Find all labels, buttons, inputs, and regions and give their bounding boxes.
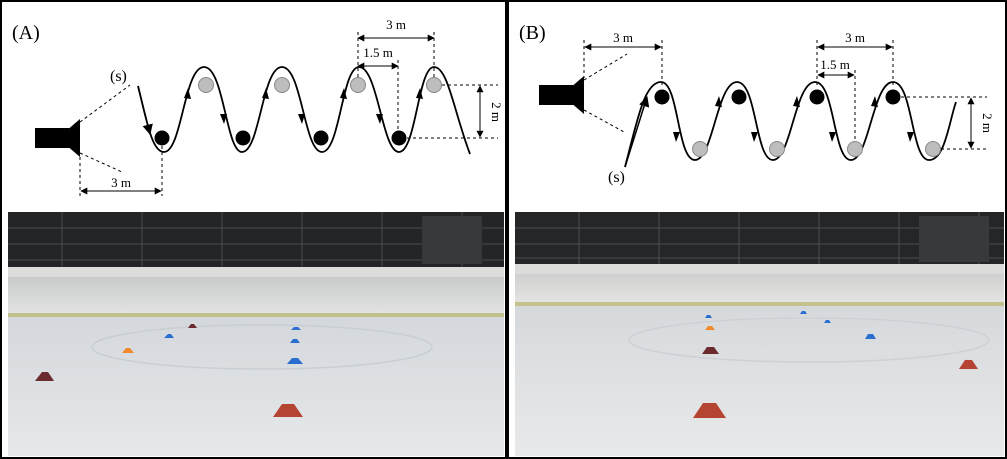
dim-2m-b: 2 m: [980, 113, 995, 133]
rink-photo-b: [515, 212, 1004, 456]
panel-b: (B) 3 m (s): [507, 0, 1007, 459]
slalom-path-a: [137, 66, 471, 155]
rink-photo-a: [8, 212, 504, 456]
panel-a-label: (A): [12, 22, 40, 44]
cones-a: [154, 77, 442, 146]
start-label-b: (s): [608, 169, 625, 186]
cone-black: [885, 89, 901, 105]
dimension-2m-b: [901, 96, 987, 150]
dim-top-3m-b: 3 m: [845, 30, 865, 45]
start-label-a: (s): [110, 68, 127, 85]
slalom-path-b: [624, 81, 957, 168]
panel-a-figure: (A) (s): [8, 17, 504, 456]
panel-a: (A) (s): [0, 0, 507, 459]
cone-black: [731, 89, 747, 105]
camera-icon: [539, 76, 584, 114]
cone-gray: [350, 77, 366, 93]
cone-gray: [847, 141, 863, 157]
dimension-2m-a: [407, 84, 498, 139]
cone-gray: [198, 77, 214, 93]
cone-gray: [426, 77, 442, 93]
cones-b: [654, 89, 941, 157]
cone-black: [391, 130, 407, 146]
cone-gray: [925, 141, 941, 157]
camera-icon: [35, 119, 80, 157]
dim-top-3m-a: 3 m: [386, 17, 406, 32]
cone-black: [809, 89, 825, 105]
panel-b-figure: (B) 3 m (s): [515, 22, 1004, 456]
cone-gray: [692, 141, 708, 157]
cone-gray: [274, 77, 290, 93]
dim-left-3m-b: 3 m: [613, 30, 633, 45]
dimension-left-3m-b: [583, 40, 663, 88]
path-direction-arrows-b: [673, 96, 914, 142]
camera-view-lines: [583, 53, 628, 133]
cone-gray: [769, 141, 785, 157]
cone-black: [313, 130, 329, 146]
cone-black: [654, 89, 670, 105]
camera-view-lines: [79, 84, 131, 173]
cone-black: [154, 130, 170, 146]
dimension-1-5m-a: [357, 60, 399, 130]
dim-bottom-3m-a: 3 m: [111, 175, 131, 190]
dimension-top-3m-a: [357, 32, 435, 78]
dimension-bottom-3m-a: [79, 146, 163, 196]
cone-black: [235, 130, 251, 146]
dim-2m-a: 2 m: [489, 102, 504, 122]
dimension-top-3m-b: [816, 40, 894, 88]
dimension-1-5m-b: [817, 70, 856, 142]
dim-1-5m-a: 1.5 m: [363, 45, 393, 60]
dim-1-5m-b: 1.5 m: [820, 57, 850, 72]
panel-b-label: (B): [519, 22, 546, 44]
path-direction-arrows-a: [184, 88, 423, 124]
